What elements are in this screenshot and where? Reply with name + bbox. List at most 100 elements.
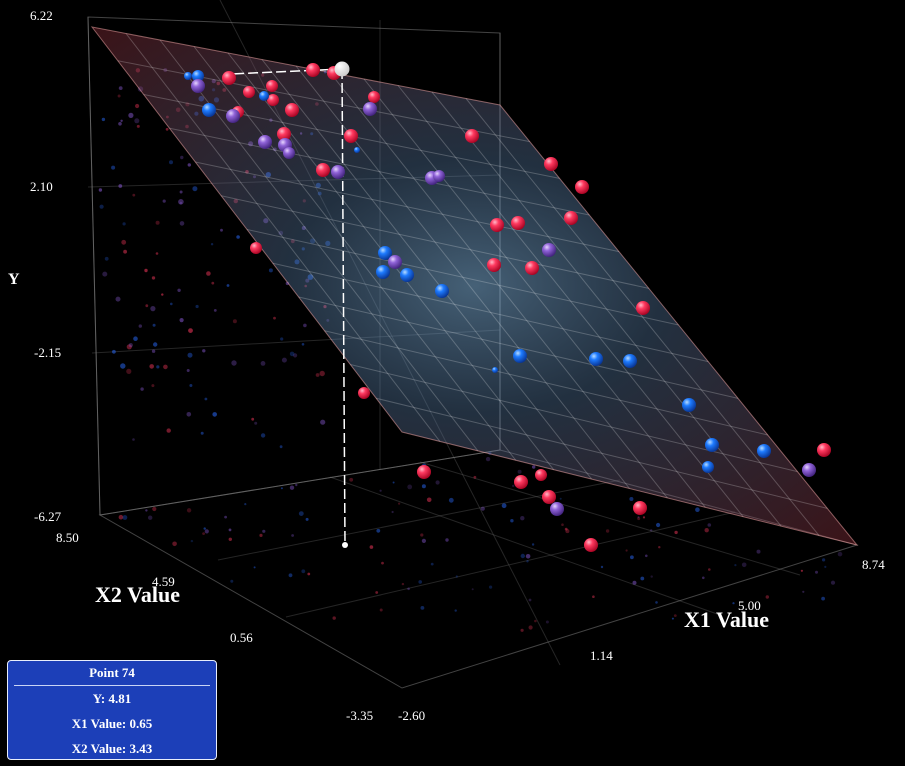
data-point-red[interactable] <box>306 63 320 77</box>
data-point-red[interactable] <box>564 211 578 225</box>
data-point-red[interactable] <box>487 258 501 272</box>
projection-dot <box>815 570 818 574</box>
plane-grid-line <box>246 229 679 326</box>
data-point-red[interactable] <box>417 465 431 479</box>
projection-dot <box>656 522 661 528</box>
data-point-red[interactable] <box>222 71 236 85</box>
data-point-blue[interactable] <box>378 246 392 260</box>
highlight-droplines <box>229 68 346 546</box>
data-point-blue[interactable] <box>202 103 216 117</box>
data-point-red[interactable] <box>514 475 528 489</box>
data-point-red[interactable] <box>542 490 556 504</box>
data-point-red[interactable] <box>636 301 650 315</box>
data-point-blue[interactable] <box>435 284 449 298</box>
data-point-red[interactable] <box>633 501 647 515</box>
highlighted-point[interactable] <box>334 61 350 77</box>
plane-grid-line <box>193 46 517 461</box>
data-point-blue[interactable] <box>702 461 714 473</box>
projection-dot <box>236 235 240 239</box>
data-point-red[interactable] <box>544 157 558 171</box>
projection-dot <box>122 515 128 520</box>
projection-dot <box>166 428 171 433</box>
data-point-blue[interactable] <box>376 265 390 279</box>
plane-grid-line <box>298 296 739 399</box>
data-point-blue[interactable] <box>757 444 771 458</box>
projection-dot <box>281 357 287 363</box>
data-point-red[interactable] <box>267 94 279 106</box>
data-point-red[interactable] <box>266 80 278 92</box>
data-point-red[interactable] <box>358 387 370 399</box>
projection-dot <box>206 271 211 276</box>
data-point-red[interactable] <box>250 242 262 254</box>
projection-dot <box>212 412 217 417</box>
data-point-purple[interactable] <box>331 165 345 179</box>
data-point-purple[interactable] <box>226 109 240 123</box>
data-point-purple[interactable] <box>283 147 295 159</box>
projection-dot <box>117 94 121 98</box>
data-point-red[interactable] <box>243 86 255 98</box>
data-point-red[interactable] <box>817 443 831 457</box>
projection-dot <box>392 481 395 484</box>
data-point-red[interactable] <box>344 129 358 143</box>
projection-dot <box>251 417 255 421</box>
projection-dot <box>489 585 493 589</box>
projection-dot <box>145 509 148 512</box>
data-point-blue[interactable] <box>705 438 719 452</box>
data-point-purple[interactable] <box>550 502 564 516</box>
data-point-red[interactable] <box>316 163 330 177</box>
data-point-red[interactable] <box>465 129 479 143</box>
data-point-purple[interactable] <box>542 243 556 257</box>
data-point-red[interactable] <box>525 261 539 275</box>
data-point-red[interactable] <box>277 127 291 141</box>
projection-dot <box>376 528 381 533</box>
data-point-red[interactable] <box>368 91 380 103</box>
projection-dot <box>559 497 562 500</box>
data-point-red[interactable] <box>511 216 525 230</box>
data-point-blue[interactable] <box>682 398 696 412</box>
projection-dot <box>673 614 677 617</box>
projection-dot <box>600 565 604 569</box>
data-point-blue[interactable] <box>513 349 527 363</box>
data-point-red[interactable] <box>490 218 504 232</box>
data-point-purple[interactable] <box>802 463 816 477</box>
plane-grid-line <box>397 85 744 518</box>
projection-dot <box>629 497 634 501</box>
projection-dot <box>454 609 457 612</box>
projection-dot <box>169 160 173 165</box>
data-point-red[interactable] <box>535 469 547 481</box>
projection-dot <box>824 565 827 569</box>
data-point-purple[interactable] <box>433 170 445 182</box>
plane-grid-line <box>376 397 828 509</box>
projection-dot <box>532 465 536 469</box>
projection-dot <box>821 596 825 601</box>
projection-dot <box>756 549 761 554</box>
data-point-blue[interactable] <box>259 91 269 101</box>
data-point-blue[interactable] <box>623 354 637 368</box>
projection-dot <box>156 365 160 369</box>
data-point-red[interactable] <box>285 103 299 117</box>
data-point-blue[interactable] <box>589 352 603 366</box>
projection-dot <box>189 384 193 387</box>
data-point-blue[interactable] <box>354 147 360 153</box>
projection-dot <box>151 349 156 353</box>
projection-dot <box>179 190 183 194</box>
scatter-points[interactable] <box>184 63 831 552</box>
data-point-red[interactable] <box>575 180 589 194</box>
data-point-blue[interactable] <box>192 70 204 82</box>
x1-tick-label: 5.00 <box>738 598 761 613</box>
data-point-blue[interactable] <box>184 72 192 80</box>
projection-dot <box>379 489 382 492</box>
y-tick-label: -2.15 <box>34 345 61 360</box>
data-point-purple[interactable] <box>258 135 272 149</box>
x2-tick-label: 8.50 <box>56 530 79 545</box>
projection-dot <box>162 199 166 203</box>
data-point-blue[interactable] <box>492 367 498 373</box>
projection-dot <box>122 222 126 226</box>
data-point-blue[interactable] <box>400 268 414 282</box>
data-point-red[interactable] <box>584 538 598 552</box>
data-point-purple[interactable] <box>191 79 205 93</box>
data-point-purple[interactable] <box>388 255 402 269</box>
projection-dot <box>632 580 637 585</box>
data-point-purple[interactable] <box>363 102 377 116</box>
